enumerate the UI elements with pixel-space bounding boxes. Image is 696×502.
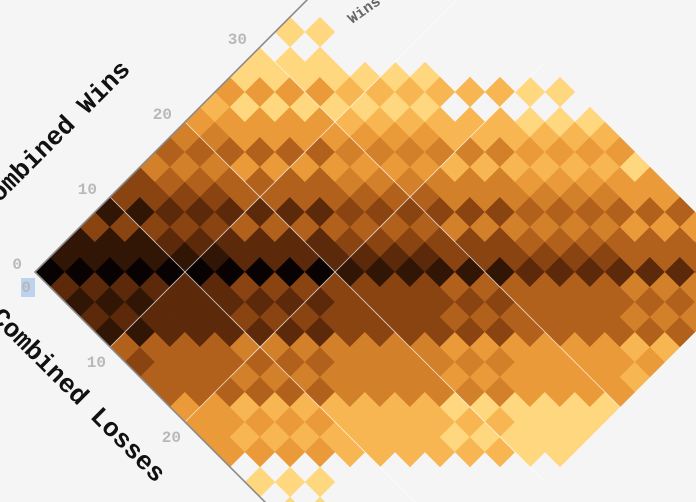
axes: 0 10 20 30 0 10 20 xyxy=(12,0,309,502)
grid-line xyxy=(184,121,546,483)
y-tick-label: 20 xyxy=(153,106,172,124)
heat-cell xyxy=(679,301,696,333)
grid xyxy=(109,0,621,502)
heat-cell xyxy=(304,466,336,498)
heat-cell xyxy=(304,16,336,48)
heat-cell xyxy=(679,211,696,243)
y-tick-label: 0 xyxy=(12,256,22,274)
y-tick-label: 30 xyxy=(228,31,247,49)
x-tick-label: 20 xyxy=(162,429,181,447)
x-tick-label: 0 xyxy=(21,279,31,297)
x-tick-label: 10 xyxy=(87,354,106,372)
heat-cell xyxy=(679,241,696,273)
heat-cell xyxy=(544,76,576,108)
selection-highlight xyxy=(21,278,35,297)
grid-line xyxy=(109,0,458,348)
heat-cell xyxy=(679,271,696,303)
y-tick-label: 10 xyxy=(78,181,97,199)
grid-line xyxy=(259,46,621,408)
outline xyxy=(33,0,309,502)
grid-line xyxy=(184,61,546,423)
grid-line xyxy=(109,196,416,502)
heat-cell xyxy=(284,496,296,502)
heat-cell xyxy=(314,496,326,502)
